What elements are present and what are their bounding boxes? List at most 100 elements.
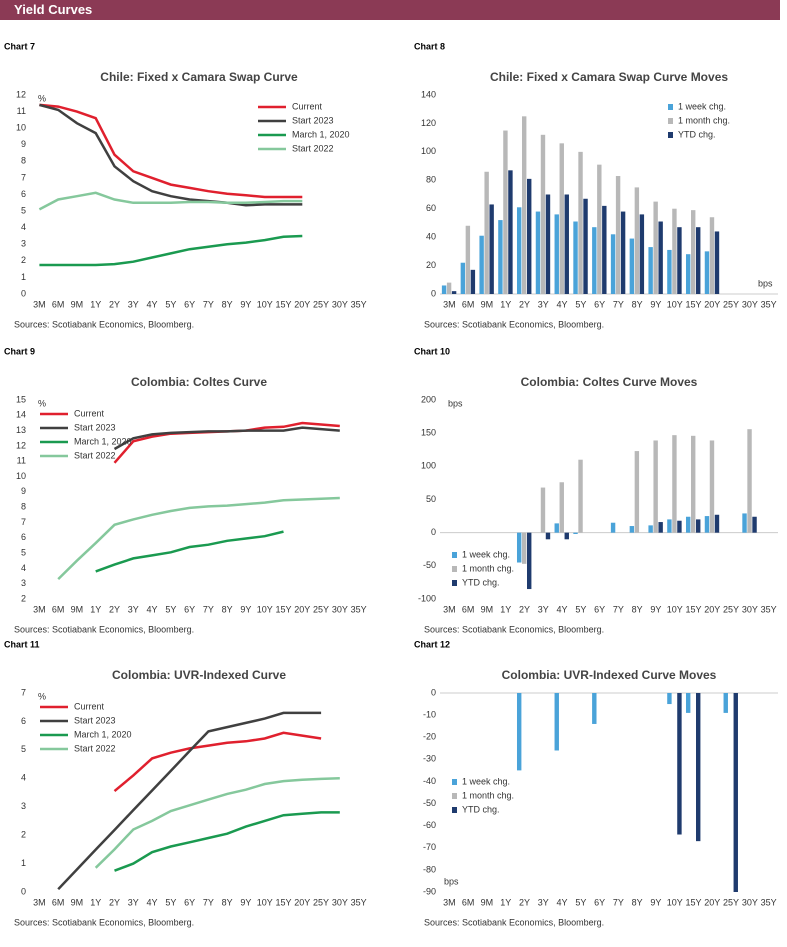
y-tick-label: 1 (21, 272, 26, 282)
chart-label: Chart 10 (414, 346, 450, 356)
series-line (113, 426, 340, 451)
legend-label: YTD chg. (462, 804, 500, 814)
y-tick-label: 10 (16, 123, 26, 133)
y-tick-label: 9 (21, 139, 26, 149)
y-tick-label: 14 (16, 410, 26, 420)
x-tick-label: 4Y (557, 604, 568, 614)
chart-title: Chile: Fixed x Camara Swap Curve (100, 70, 298, 84)
bar (752, 516, 757, 533)
x-tick-label: 9M (71, 897, 84, 907)
bar (747, 429, 752, 533)
bar (615, 176, 621, 294)
x-tick-label: 8Y (632, 897, 643, 907)
bar (714, 231, 720, 294)
x-tick-label: 3Y (128, 299, 139, 309)
unit-label: % (38, 93, 46, 103)
x-tick-label: 30Y (332, 897, 348, 907)
bar (690, 210, 696, 294)
bar (672, 208, 677, 294)
legend-label: 1 week chg. (678, 101, 726, 111)
x-tick-label: 20Y (294, 897, 310, 907)
y-tick-label: 0 (431, 687, 436, 697)
bar (521, 532, 527, 564)
bar (470, 269, 476, 294)
x-tick-label: 8Y (632, 299, 643, 309)
x-tick-label: 9M (481, 604, 494, 614)
legend-swatch (452, 779, 457, 785)
x-tick-label: 3M (443, 299, 456, 309)
source: Sources: Scotiabank Economics, Bloomberg… (424, 319, 604, 329)
bar (620, 211, 626, 294)
x-tick-label: 2Y (109, 897, 120, 907)
bar (479, 235, 484, 294)
bar (554, 693, 559, 751)
chart-label: Chart 12 (414, 639, 450, 649)
bar (597, 164, 602, 294)
bar (602, 205, 607, 294)
series-line (57, 496, 340, 580)
legend-label: March 1, 2020 (292, 129, 350, 139)
bar (489, 204, 494, 294)
bar (508, 170, 513, 294)
chart-label: Chart 8 (414, 41, 445, 51)
legend-swatch (452, 566, 457, 572)
x-tick-label: 15Y (685, 604, 701, 614)
y-tick-label: 15 (16, 394, 26, 404)
chart-label: Chart 7 (4, 41, 35, 51)
y-tick-label: 3 (21, 801, 26, 811)
chart-title: Colombia: UVR-Indexed Curve Moves (502, 668, 717, 682)
y-tick-label: -40 (423, 776, 436, 786)
bar (610, 234, 616, 294)
y-tick-label: 100 (421, 461, 436, 471)
x-tick-label: 20Y (294, 604, 310, 614)
y-tick-label: 200 (421, 394, 436, 404)
x-tick-label: 9M (71, 604, 84, 614)
legend-swatch (668, 104, 673, 110)
x-tick-label: 9Y (240, 897, 251, 907)
x-tick-label: 6M (462, 299, 475, 309)
x-tick-label: 2Y (109, 604, 120, 614)
bar (578, 151, 583, 294)
bar (696, 227, 701, 294)
y-tick-label: -80 (423, 864, 436, 874)
bar (610, 522, 616, 533)
y-tick-label: -60 (423, 820, 436, 830)
bar (742, 513, 747, 533)
x-tick-label: 3M (443, 604, 456, 614)
x-tick-label: 3Y (538, 299, 549, 309)
bar (554, 214, 559, 294)
section-header: Yield Curves (0, 0, 780, 20)
bar (648, 247, 653, 294)
bar (564, 532, 569, 540)
x-tick-label: 7Y (203, 299, 214, 309)
x-tick-label: 3M (443, 897, 456, 907)
x-tick-label: 7Y (203, 897, 214, 907)
y-tick-label: 6 (21, 532, 26, 542)
x-tick-label: 35Y (761, 897, 777, 907)
bar (696, 519, 701, 533)
bar (685, 693, 691, 713)
x-tick-label: 9M (71, 299, 84, 309)
bar (578, 459, 583, 533)
x-tick-label: 25Y (723, 299, 739, 309)
x-tick-label: 20Y (704, 299, 720, 309)
x-tick-label: 30Y (332, 299, 348, 309)
unit-label: % (38, 398, 46, 408)
bar (498, 220, 503, 294)
source: Sources: Scotiabank Economics, Bloomberg… (424, 917, 604, 927)
bar (658, 522, 663, 533)
legend-swatch (452, 807, 457, 813)
bar (709, 217, 715, 294)
legend-label: Start 2023 (292, 115, 334, 125)
x-tick-label: 35Y (761, 299, 777, 309)
y-tick-label: 11 (17, 106, 26, 116)
legend-label: Current (74, 701, 105, 711)
legend-label: Start 2022 (74, 450, 116, 460)
x-tick-label: 10Y (257, 299, 273, 309)
x-tick-label: 10Y (257, 604, 273, 614)
y-tick-label: 9 (21, 486, 26, 496)
x-tick-label: 5Y (165, 299, 176, 309)
x-tick-label: 30Y (742, 897, 758, 907)
bar (545, 194, 551, 294)
